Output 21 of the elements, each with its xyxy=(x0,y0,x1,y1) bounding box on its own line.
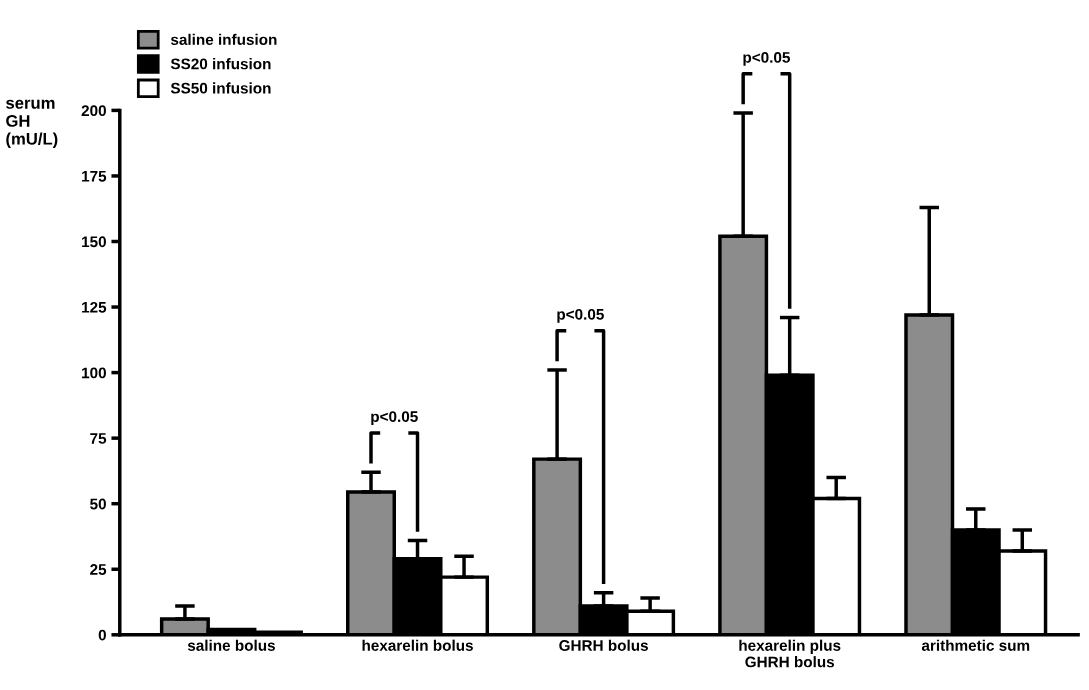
x-tick-label: hexarelin plus GHRH bolus xyxy=(739,639,841,668)
x-tick-label: hexarelin bolus xyxy=(362,639,473,651)
x-tick-label: arithmetic sum xyxy=(921,639,1030,651)
legend-label: SS20 infusion xyxy=(170,58,271,70)
y-tick-label: 175 xyxy=(82,170,107,182)
annotation: p<0.05 xyxy=(371,411,418,426)
y-tick-label: 0 xyxy=(98,629,106,641)
annotation: p<0.05 xyxy=(557,308,604,323)
y-tick-label: 150 xyxy=(82,236,106,248)
text: p<0.05 xyxy=(743,51,790,66)
y-axis-title: serum GH (mU/L) xyxy=(6,99,58,149)
legend-label: saline infusion xyxy=(170,33,277,46)
y-tick-label: 75 xyxy=(90,433,107,444)
x-tick-label: GHRH bolus xyxy=(559,639,648,651)
y-tick-label: 200 xyxy=(81,105,106,117)
x-tick-label: saline bolus xyxy=(187,639,275,651)
y-tick-label: 50 xyxy=(90,498,106,510)
y-tick-label: 100 xyxy=(82,367,106,379)
y-tick-label: 125 xyxy=(82,301,107,313)
y-tick-label: 25 xyxy=(90,564,107,575)
legend-label: SS50 infusion xyxy=(170,82,271,94)
